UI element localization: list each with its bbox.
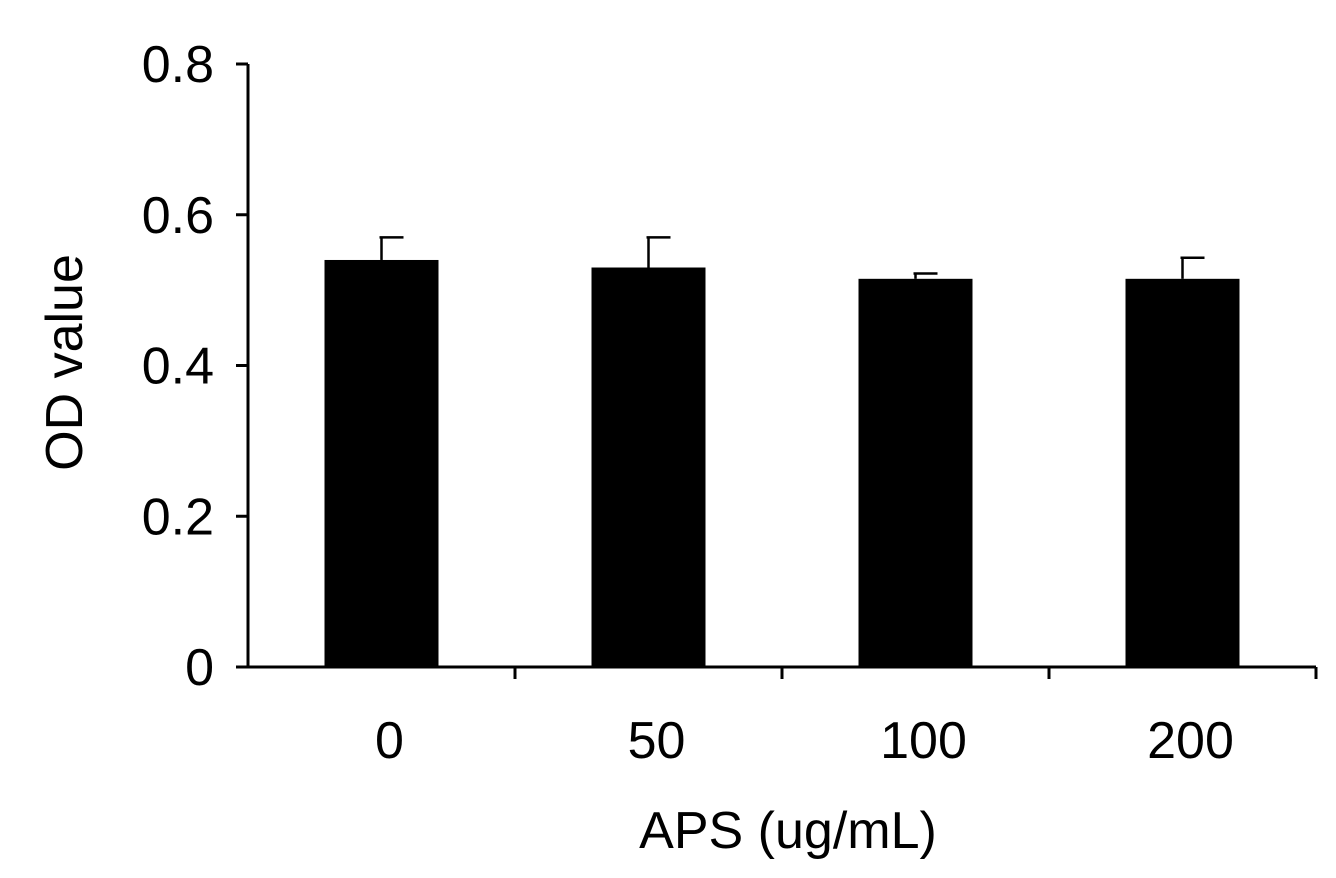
y-tick-label: 0.8 xyxy=(142,36,214,94)
y-tick-label: 0.6 xyxy=(142,187,214,245)
x-tick-label: 0 xyxy=(375,712,404,770)
x-tick-labels: 0 50 100 200 xyxy=(375,712,1234,770)
y-tick-label: 0 xyxy=(185,639,214,697)
y-tick-label: 0.2 xyxy=(142,488,214,546)
bar xyxy=(591,267,706,667)
error-bars-group xyxy=(379,236,1205,279)
y-tick-label: 0.4 xyxy=(142,338,214,396)
x-tick-label: 50 xyxy=(628,712,686,770)
y-tick-labels: 0 0.2 0.4 0.6 0.8 xyxy=(142,36,214,697)
bar xyxy=(324,259,439,667)
x-tick-label: 100 xyxy=(880,712,967,770)
x-ticks-group xyxy=(513,667,1318,679)
x-tick-label: 200 xyxy=(1147,712,1234,770)
y-ticks-group xyxy=(236,62,248,669)
x-axis-title: APS (ug/mL) xyxy=(639,802,937,860)
bar xyxy=(1125,278,1240,667)
bar xyxy=(858,278,973,667)
y-axis-title: OD value xyxy=(36,254,94,471)
bars-group xyxy=(324,259,1240,667)
